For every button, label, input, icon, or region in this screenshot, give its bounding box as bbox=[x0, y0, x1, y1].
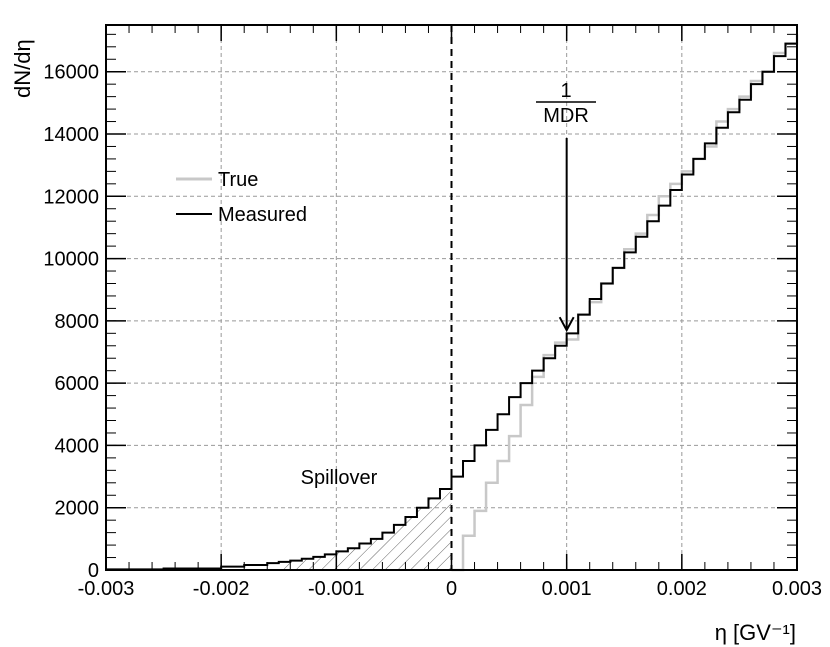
mdr-numerator: 1 bbox=[560, 80, 571, 102]
y-tick-label: 10000 bbox=[43, 249, 99, 271]
spillover-hatch bbox=[278, 489, 452, 570]
y-tick-label: 4000 bbox=[55, 435, 100, 457]
x-tick-label: -0.003 bbox=[78, 578, 135, 600]
axis-ticks: -0.003 -0.002 -0.001 0 0.001 0.002 0.003 0 2000 4… bbox=[43, 25, 822, 600]
x-tick-label: 0.003 bbox=[772, 578, 822, 600]
mdr-arrow-head bbox=[558, 316, 575, 333]
series-lines bbox=[105, 25, 799, 572]
spillover-label: Spillover bbox=[301, 467, 378, 489]
y-tick-label: 2000 bbox=[55, 498, 100, 520]
y-axis-title: dN/dη bbox=[10, 39, 35, 98]
spillover-region bbox=[278, 489, 452, 570]
legend: True Measured bbox=[176, 169, 307, 226]
y-tick-label: 16000 bbox=[43, 62, 99, 84]
x-tick-label: 0.002 bbox=[657, 578, 707, 600]
y-tick-label: 0 bbox=[88, 560, 99, 582]
y-tick-label: 8000 bbox=[55, 311, 100, 333]
x-tick-label: -0.002 bbox=[193, 578, 250, 600]
x-tick-label: 0.001 bbox=[542, 578, 592, 600]
mdr-denominator: MDR bbox=[543, 105, 589, 127]
annotations: Spillover 1 MDR bbox=[301, 80, 596, 489]
series-true-line bbox=[451, 34, 799, 572]
y-tick-label: 6000 bbox=[55, 373, 100, 395]
series-measured-line bbox=[105, 34, 798, 571]
x-tick-label: 0 bbox=[446, 578, 457, 600]
legend-measured-label: Measured bbox=[218, 204, 307, 226]
x-axis-title: η [GV⁻¹] bbox=[715, 620, 796, 645]
y-tick-label: 12000 bbox=[43, 186, 99, 208]
x-tick-label: -0.001 bbox=[308, 578, 365, 600]
legend-true-label: True bbox=[218, 169, 258, 191]
y-tick-label: 14000 bbox=[43, 124, 99, 146]
